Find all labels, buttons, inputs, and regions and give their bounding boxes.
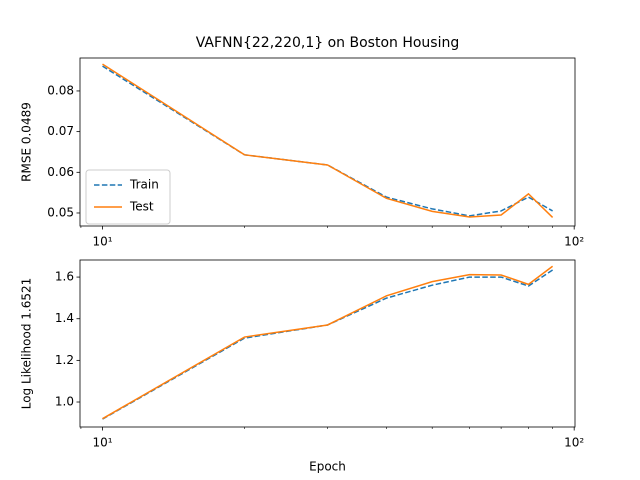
series-line: [102, 265, 554, 420]
series-line: [102, 63, 554, 218]
y-tick-label: 0.06: [47, 165, 74, 179]
x-tick-label: 10¹: [92, 235, 112, 249]
y-axis-label: Log Likelihood 1.6521: [20, 278, 34, 410]
y-axis-label: RMSE 0.0489: [20, 102, 34, 182]
axes-frame: [79, 259, 576, 428]
y-tick-label: 0.08: [47, 83, 74, 97]
legend-box: [85, 169, 171, 225]
x-axis-label: Epoch: [309, 460, 346, 474]
x-tick-label: 10²: [564, 235, 584, 249]
y-tick-label: 0.05: [47, 205, 74, 219]
y-tick-label: 0.07: [47, 124, 74, 138]
x-tick-label: 10²: [564, 436, 584, 450]
x-tick-label: 10¹: [92, 436, 112, 450]
legend-label: Test: [129, 200, 154, 214]
y-tick-label: 1.0: [55, 395, 74, 409]
y-tick-label: 1.2: [55, 353, 74, 367]
chart-title: VAFNN{22,220,1} on Boston Housing: [196, 35, 460, 51]
legend-label: Train: [129, 178, 159, 192]
y-tick-label: 1.6: [55, 270, 74, 284]
series-line: [102, 269, 554, 420]
y-tick-label: 1.4: [55, 311, 74, 325]
